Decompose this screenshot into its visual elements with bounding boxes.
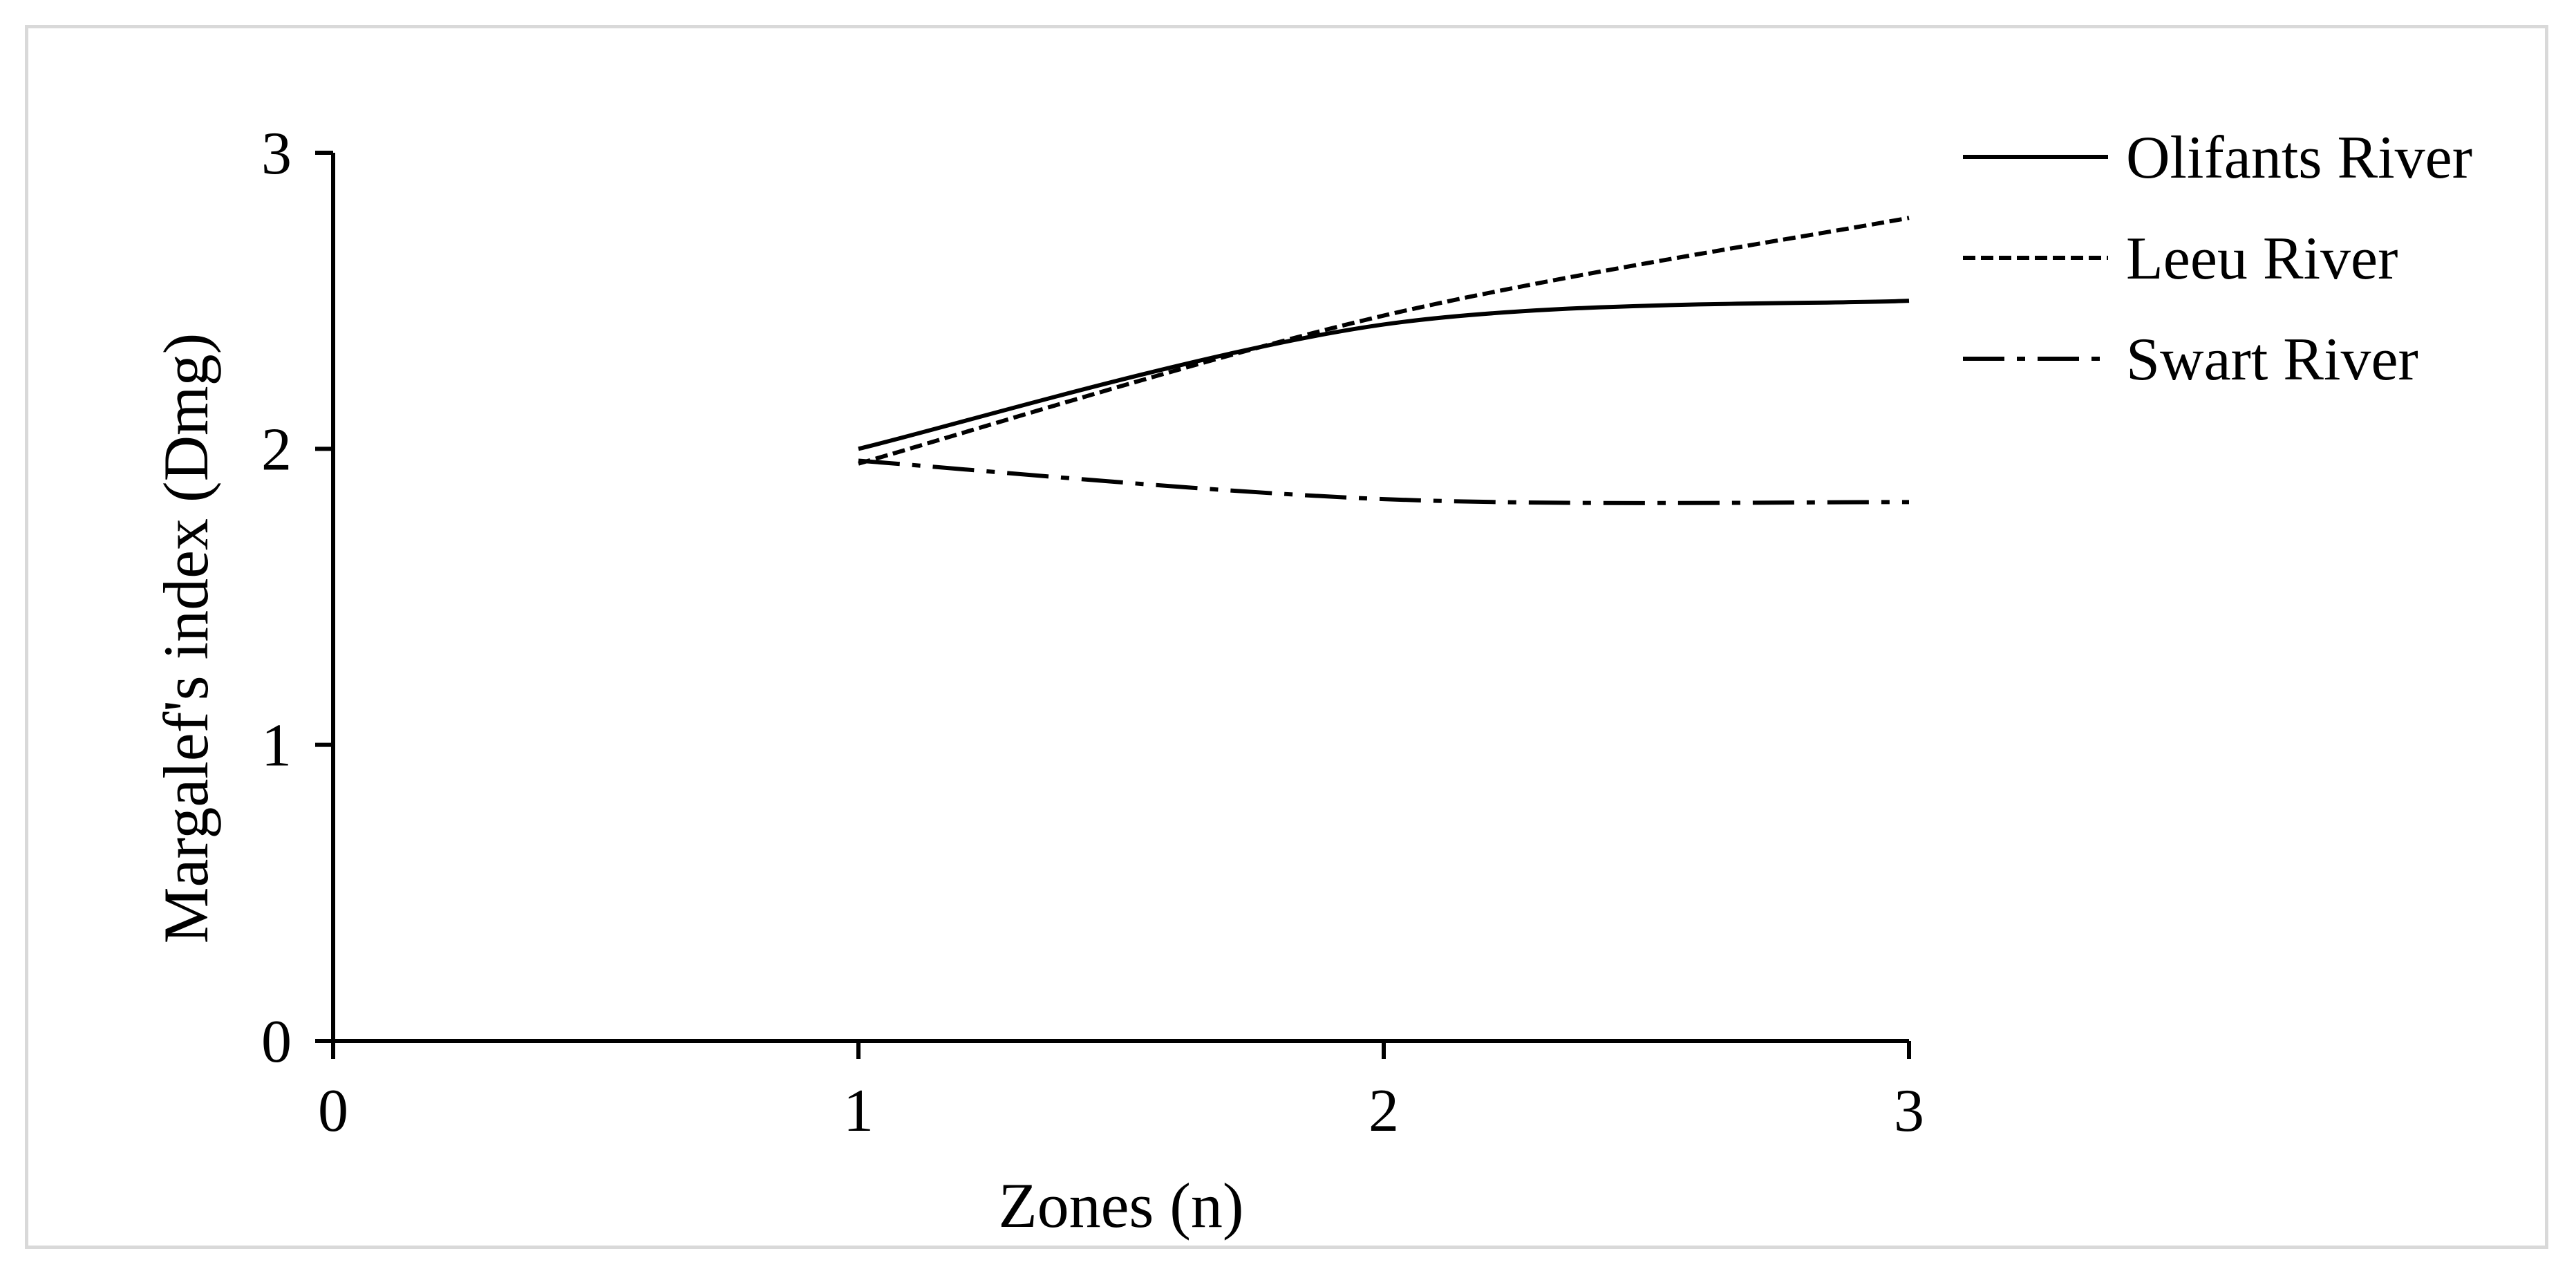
legend-label: Swart River: [2126, 326, 2418, 393]
series-line-2: [858, 458, 1910, 505]
legend-label: Leeu River: [2126, 225, 2398, 292]
ticks: 0 1 2 3 0 1 2 3: [261, 120, 1924, 1145]
legend: Olifants River Leeu River Swart River: [1963, 124, 2472, 393]
series-line-1: [858, 216, 1910, 466]
x-tick-label: 0: [318, 1078, 348, 1145]
y-tick-label: 1: [261, 713, 292, 780]
series-line-0: [858, 299, 1910, 451]
series-lines: [858, 216, 1910, 505]
axes: [331, 153, 1909, 1043]
y-tick-label: 0: [261, 1008, 292, 1075]
y-axis-title: Margalef's index (Dmg): [151, 333, 221, 944]
x-tick-label: 3: [1894, 1078, 1924, 1145]
y-tick-label: 2: [261, 416, 292, 483]
chart-frame: [25, 25, 2548, 1249]
x-tick-label: 1: [843, 1078, 874, 1145]
legend-label: Olifants River: [2126, 124, 2472, 191]
x-tick-label: 2: [1369, 1078, 1399, 1145]
y-tick-label: 3: [261, 120, 292, 187]
x-axis-title: Zones (n): [998, 1170, 1243, 1241]
